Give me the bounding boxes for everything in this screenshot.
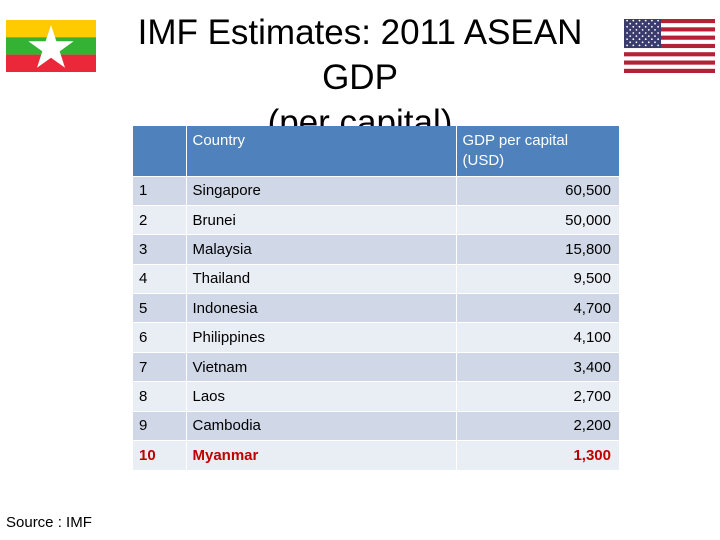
- header-country: Country: [185, 126, 456, 176]
- source-note: Source : IMF: [6, 514, 92, 531]
- country-cell: Vietnam: [185, 351, 456, 382]
- table-header-row: Country GDP per capital (USD): [133, 126, 619, 176]
- myanmar-flag-icon: [6, 20, 96, 72]
- rank-cell: 2: [133, 204, 186, 235]
- table-row: 7 Vietnam 3,400: [133, 351, 619, 382]
- header-gdp: GDP per capital (USD): [455, 126, 619, 176]
- country-cell: Malaysia: [185, 234, 456, 265]
- country-cell: Myanmar: [185, 440, 456, 470]
- rank-cell: 8: [133, 381, 186, 412]
- country-cell: Cambodia: [185, 410, 456, 441]
- gdp-cell: 15,800: [455, 234, 619, 265]
- table-row: 1 Singapore 60,500: [133, 175, 619, 206]
- rank-cell: 4: [133, 263, 186, 294]
- rank-cell: 1: [133, 175, 186, 206]
- rank-cell: 5: [133, 293, 186, 323]
- gdp-cell: 50,000: [455, 204, 619, 235]
- gdp-cell: 60,500: [455, 175, 619, 206]
- table-row: 9 Cambodia 2,200: [133, 410, 619, 441]
- usa-flag-icon: [624, 19, 715, 73]
- rank-cell: 3: [133, 234, 186, 265]
- rank-cell: 9: [133, 410, 186, 441]
- gdp-cell: 4,100: [455, 322, 619, 353]
- table-row: 5 Indonesia 4,700: [133, 293, 619, 323]
- country-cell: Indonesia: [185, 293, 456, 323]
- gdp-cell: 3,400: [455, 351, 619, 382]
- country-cell: Singapore: [185, 175, 456, 206]
- table-row: 4 Thailand 9,500: [133, 263, 619, 294]
- slide-title: IMF Estimates: 2011 ASEAN GDP (per capit…: [110, 10, 610, 145]
- header-gdp-line-1: GDP per capital: [462, 132, 569, 149]
- country-cell: Philippines: [185, 322, 456, 353]
- header-rank: [133, 126, 186, 176]
- gdp-cell: 2,700: [455, 381, 619, 412]
- header-gdp-line-2: (USD): [462, 152, 505, 169]
- title-line-1: IMF Estimates: 2011 ASEAN GDP: [137, 13, 583, 97]
- table-row: 3 Malaysia 15,800: [133, 234, 619, 265]
- gdp-table: Country GDP per capital (USD) 1 Singapore…: [133, 126, 619, 470]
- gdp-cell: 4,700: [455, 293, 619, 323]
- table-row: 10 Myanmar 1,300: [133, 440, 619, 470]
- rank-cell: 6: [133, 322, 186, 353]
- gdp-cell: 9,500: [455, 263, 619, 294]
- gdp-cell: 2,200: [455, 410, 619, 441]
- table-row: 6 Philippines 4,100: [133, 322, 619, 353]
- gdp-cell: 1,300: [455, 440, 619, 470]
- table-row: 2 Brunei 50,000: [133, 204, 619, 235]
- rank-cell: 10: [133, 440, 186, 470]
- country-cell: Brunei: [185, 204, 456, 235]
- rank-cell: 7: [133, 351, 186, 382]
- table-row: 8 Laos 2,700: [133, 381, 619, 412]
- country-cell: Laos: [185, 381, 456, 412]
- country-cell: Thailand: [185, 263, 456, 294]
